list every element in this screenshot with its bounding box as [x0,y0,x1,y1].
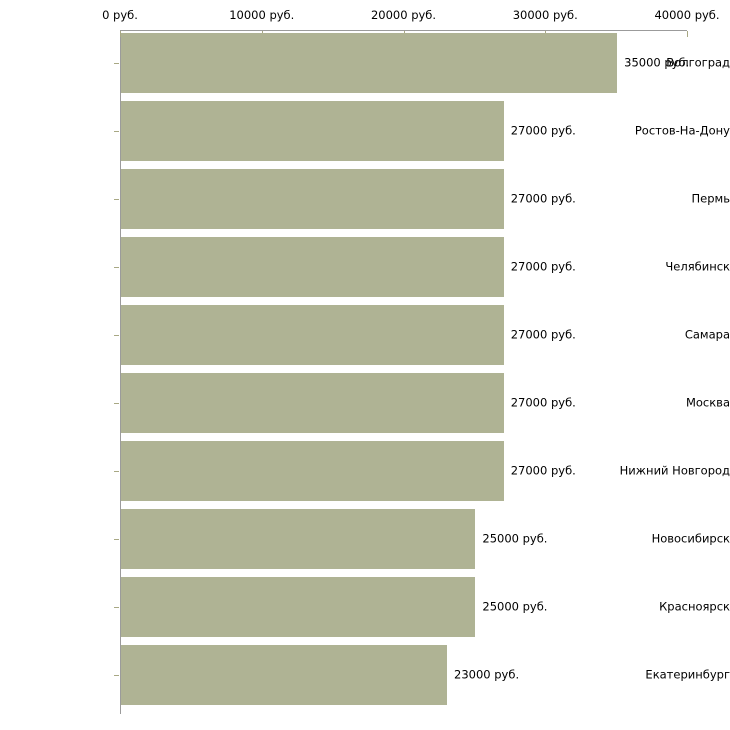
y-axis-tick [114,63,119,64]
bar-value-label: 23000 руб. [454,667,520,682]
y-axis-tick [114,131,119,132]
x-axis-tick-label: 30000 руб. [512,8,578,22]
y-axis-tick [114,675,119,676]
y-axis-category-label: Красноярск [659,599,730,614]
bar[interactable] [121,169,504,229]
y-axis-tick [114,471,119,472]
y-axis-category-label: Волгоград [666,55,730,70]
y-axis-category-label: Челябинск [665,259,730,274]
y-axis-tick [114,199,119,200]
y-axis-tick [114,539,119,540]
bar-value-label: 27000 руб. [510,191,576,206]
bar[interactable] [121,237,504,297]
x-axis-tick-label: 40000 руб. [654,8,720,22]
x-axis-tick-label: 0 руб. [102,8,138,22]
y-axis-category-label: Самара [684,327,730,342]
y-axis-category-label: Екатеринбург [645,667,730,682]
bar-value-label: 25000 руб. [482,531,548,546]
y-axis-line [120,30,121,714]
bar[interactable] [121,373,504,433]
bar-value-label: 27000 руб. [510,327,576,342]
y-axis-tick [114,335,119,336]
x-axis-tick-label: 20000 руб. [370,8,437,22]
y-axis-category-label: Пермь [691,191,730,206]
x-axis-line [120,30,687,31]
y-axis-category-label: Ростов-На-Дону [634,123,730,138]
x-axis-tick-label: 10000 руб. [229,8,295,22]
bar-value-label: 27000 руб. [510,395,576,410]
bar-value-label: 27000 руб. [510,259,576,274]
bar-value-label: 25000 руб. [482,599,548,614]
bar-value-label: 35000 руб. [624,55,690,70]
bar-value-label: 27000 руб. [510,463,576,478]
x-axis-tick [687,31,688,37]
x-axis-tick [120,31,121,37]
bar[interactable] [121,645,448,705]
y-axis-category-label: Москва [685,395,730,410]
bar[interactable] [121,509,476,569]
bar[interactable] [121,101,504,161]
bar-value-label: 27000 руб. [510,123,576,138]
y-axis-category-label: Нижний Новгород [619,463,730,478]
bar[interactable] [121,441,504,501]
bar[interactable] [121,33,618,93]
y-axis-tick [114,403,119,404]
y-axis-tick [114,267,119,268]
bar[interactable] [121,305,504,365]
y-axis-tick [114,607,119,608]
bar[interactable] [121,577,476,637]
y-axis-category-label: Новосибирск [651,531,730,546]
